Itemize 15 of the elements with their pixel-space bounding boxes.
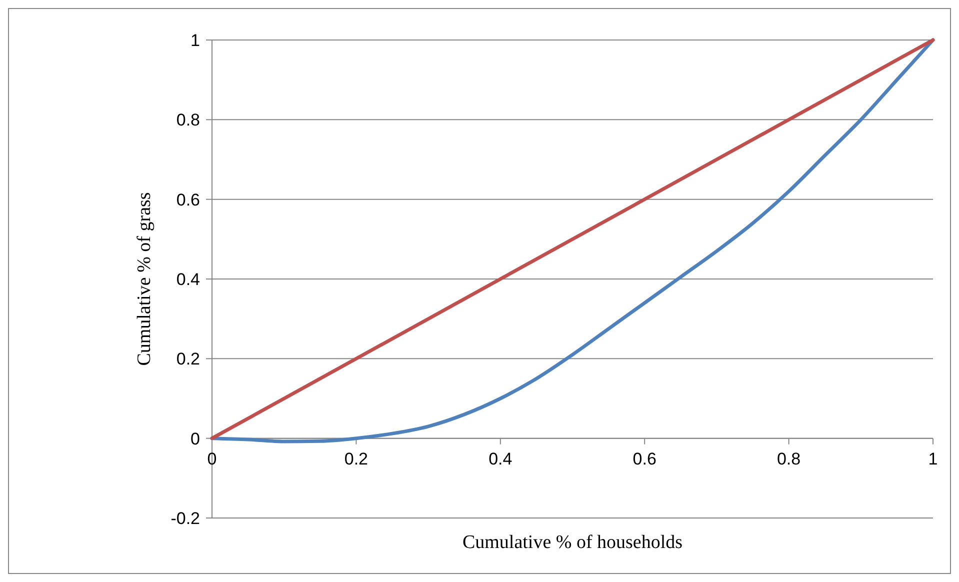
x-tick-label: 0.4 <box>488 449 512 468</box>
y-tick-label: 0.6 <box>176 190 200 210</box>
y-tick-label: 0.4 <box>176 270 200 289</box>
y-tick-label: 0 <box>190 429 200 448</box>
x-tick-label: 0.8 <box>776 449 801 468</box>
x-axis-title: Cumulative % of households <box>462 532 683 553</box>
y-tick-label: 1 <box>190 30 200 50</box>
y-tick-label: 0.8 <box>176 110 200 130</box>
x-tick-label: 0.6 <box>632 449 656 468</box>
x-tick-label: 1 <box>928 449 938 468</box>
x-tick-label: 0 <box>207 449 217 468</box>
y-tick-label: -0.2 <box>170 508 200 528</box>
x-tick-label: 0.2 <box>344 449 368 468</box>
y-tick-label: 0.2 <box>176 350 200 369</box>
y-axis-title: Cumulative % of grass <box>134 192 155 366</box>
